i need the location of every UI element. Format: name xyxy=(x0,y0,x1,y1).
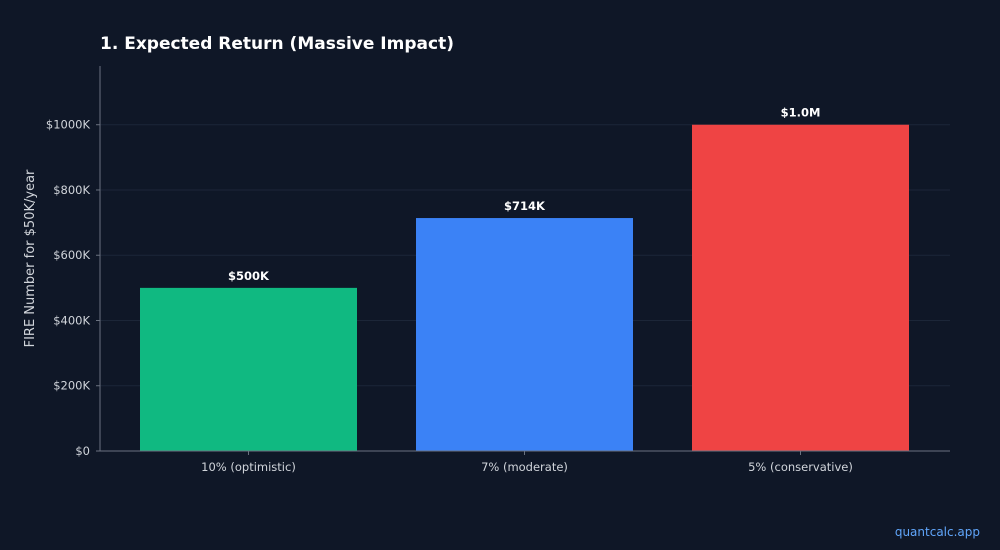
bar-value-label: $500K xyxy=(228,269,270,283)
bar-value-label: $714K xyxy=(504,199,546,213)
chart-title: 1. Expected Return (Massive Impact) xyxy=(100,34,454,54)
y-tick-label: $800K xyxy=(53,183,90,197)
y-tick-label: $400K xyxy=(53,313,90,327)
labels: $0 $200K $400K $600K $800K $1000K $500K 10% (op… xyxy=(46,106,853,474)
y-axis-label: FIRE Number for $50K/year xyxy=(23,169,38,347)
y-tick-label: $0 xyxy=(75,444,90,458)
y-tick-label: $200K xyxy=(53,379,90,393)
bar xyxy=(416,218,633,451)
x-tick-label: 7% (moderate) xyxy=(481,460,568,474)
bar xyxy=(692,124,909,451)
x-tick-label: 5% (conservative) xyxy=(748,460,853,474)
bar-value-label: $1.0M xyxy=(781,106,821,120)
bars xyxy=(140,124,909,451)
watermark: quantcalc.app xyxy=(894,525,980,539)
bar xyxy=(140,287,357,451)
x-tick-label: 10% (optimistic) xyxy=(201,460,296,474)
y-tick-label: $1000K xyxy=(46,118,91,132)
axes xyxy=(96,66,950,455)
y-tick-label: $600K xyxy=(53,248,90,262)
